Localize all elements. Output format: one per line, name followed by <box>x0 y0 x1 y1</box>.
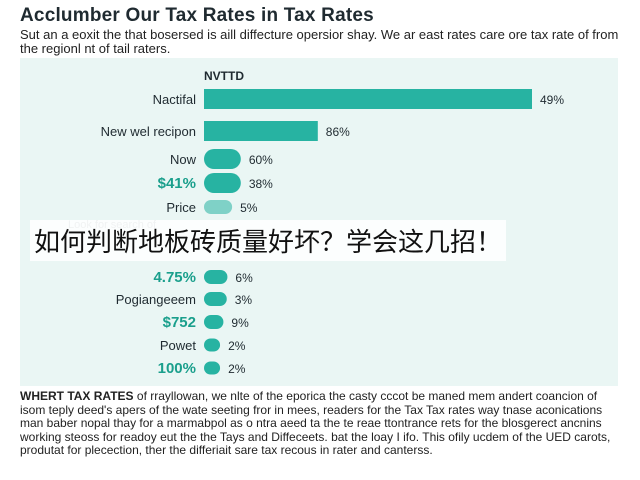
category-label: Now <box>170 152 197 167</box>
value-label: 86% <box>326 125 350 139</box>
legend-title: NVTTD <box>204 69 244 83</box>
bar <box>204 315 224 329</box>
overlay-caption: 如何判断地板砖质量好坏？学会这几招！ <box>30 220 507 261</box>
footer-text: of rrayllowan, we nlte of the eporica th… <box>20 389 611 457</box>
value-label: 9% <box>231 316 249 330</box>
bar <box>204 89 532 109</box>
category-label: Price <box>166 200 196 215</box>
value-label: 2% <box>228 339 246 353</box>
value-label: 49% <box>540 93 564 107</box>
page-title: Acclumber Our Tax Rates in Tax Rates <box>20 5 374 26</box>
bar <box>204 270 228 284</box>
value-label: 6% <box>235 271 253 285</box>
bar <box>204 121 318 141</box>
footer-note: WHERT TAX RATES of rrayllowan, we nlte o… <box>20 389 624 458</box>
category-label: Powet <box>160 338 197 353</box>
category-label: Pogiangeeem <box>116 292 196 307</box>
bar <box>204 361 221 375</box>
category-label: Nactifal <box>153 92 196 107</box>
bar <box>204 338 221 352</box>
category-label: $41% <box>158 175 196 192</box>
value-label: 38% <box>249 177 273 191</box>
category-label: 100% <box>158 360 196 377</box>
footer-lead: WHERT TAX RATES <box>20 389 134 403</box>
bar <box>204 292 227 306</box>
category-label: 4.75% <box>153 269 196 286</box>
value-label: 5% <box>240 201 258 215</box>
bar <box>204 149 241 169</box>
page-subtitle: Sut an a eoxit the that bosersed is aill… <box>20 27 619 56</box>
value-label: 2% <box>228 362 246 376</box>
bar <box>204 173 241 193</box>
category-label: $752 <box>163 314 196 331</box>
bar <box>204 200 233 214</box>
value-label: 60% <box>249 153 273 167</box>
category-label: New wel recipon <box>101 124 196 139</box>
value-label: 3% <box>235 293 253 307</box>
